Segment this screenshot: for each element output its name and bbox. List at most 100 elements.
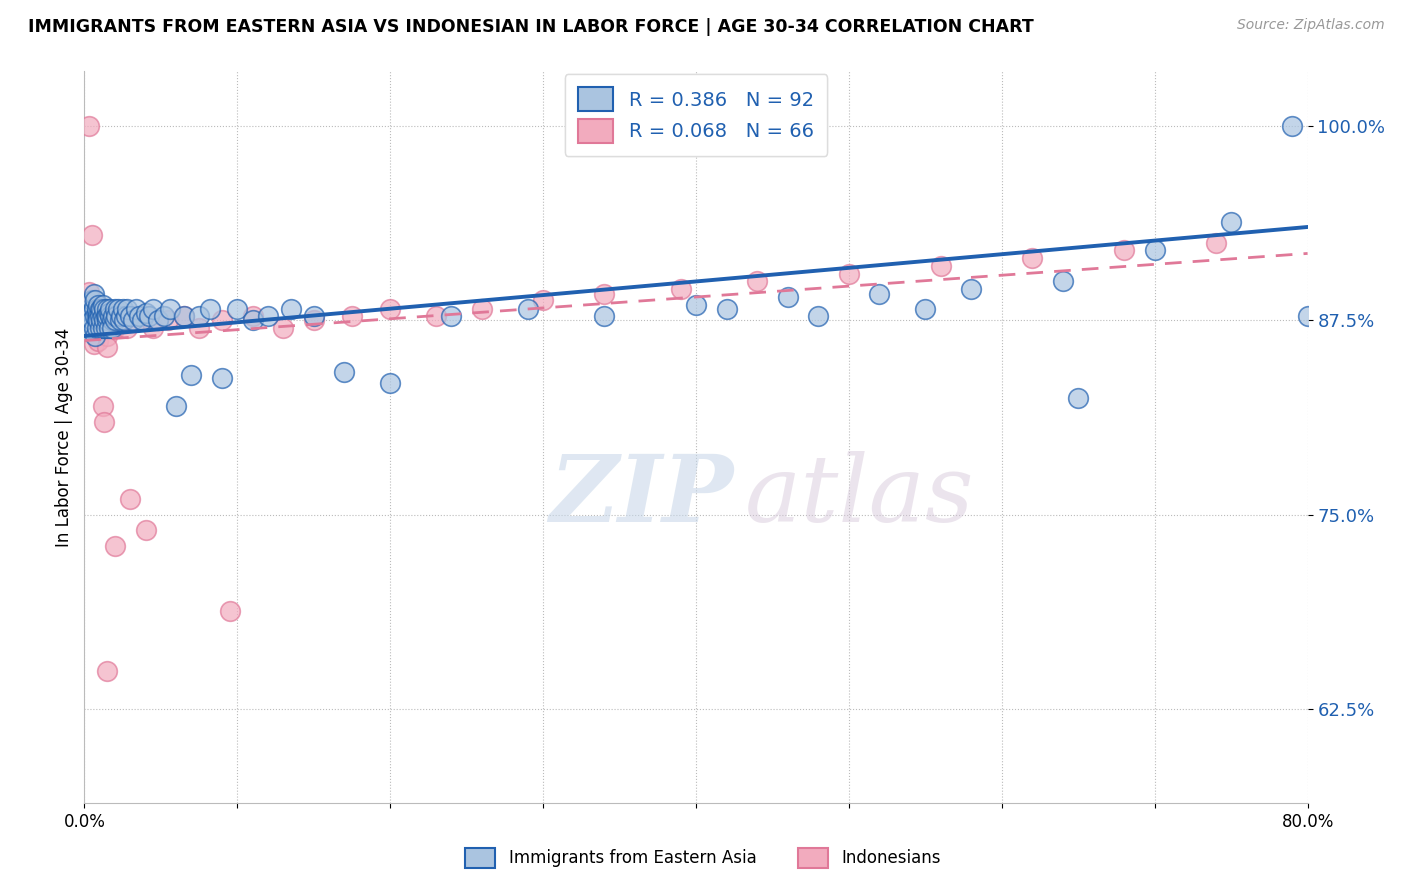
Point xyxy=(90,302,112,317)
Point xyxy=(425,309,447,323)
Point xyxy=(84,302,107,317)
Point xyxy=(87,313,110,327)
Point xyxy=(83,301,105,315)
Point xyxy=(94,321,117,335)
Point xyxy=(593,309,616,323)
Point xyxy=(94,309,117,323)
Point xyxy=(97,321,120,335)
Point xyxy=(80,305,103,319)
Point xyxy=(242,313,264,327)
Point xyxy=(107,309,129,323)
Point xyxy=(135,305,157,319)
Point xyxy=(142,321,165,335)
Point xyxy=(340,309,363,323)
Point xyxy=(685,298,707,312)
Point xyxy=(101,313,124,327)
Point xyxy=(198,302,221,317)
Point xyxy=(76,309,98,323)
Point xyxy=(104,302,127,317)
Point xyxy=(83,309,105,323)
Point xyxy=(138,309,160,323)
Point xyxy=(89,309,111,323)
Point xyxy=(1205,235,1227,250)
Point xyxy=(80,227,103,242)
Point xyxy=(98,302,121,317)
Point xyxy=(531,293,554,307)
Point xyxy=(165,399,187,413)
Point xyxy=(142,302,165,317)
Point xyxy=(929,259,952,273)
Point xyxy=(84,309,107,323)
Point xyxy=(77,309,100,323)
Point xyxy=(91,309,114,323)
Point xyxy=(83,305,105,319)
Point xyxy=(86,313,108,327)
Text: ZIP: ZIP xyxy=(550,450,734,541)
Point xyxy=(914,302,936,317)
Point xyxy=(180,368,202,382)
Point xyxy=(122,313,145,327)
Point xyxy=(77,119,100,133)
Y-axis label: In Labor Force | Age 30-34: In Labor Force | Age 30-34 xyxy=(55,327,73,547)
Point xyxy=(86,321,108,335)
Point xyxy=(131,313,153,327)
Point xyxy=(115,302,138,317)
Point xyxy=(1114,244,1136,258)
Point xyxy=(593,286,616,301)
Point xyxy=(218,604,240,618)
Point xyxy=(89,321,111,335)
Point xyxy=(1143,244,1166,258)
Point xyxy=(242,309,264,323)
Point xyxy=(173,309,195,323)
Point xyxy=(280,302,302,317)
Point xyxy=(90,309,112,323)
Point xyxy=(257,309,280,323)
Point xyxy=(89,313,111,327)
Text: atlas: atlas xyxy=(745,450,974,541)
Point xyxy=(87,309,110,323)
Point xyxy=(302,309,325,323)
Point xyxy=(110,309,132,323)
Legend: R = 0.386   N = 92, R = 0.068   N = 66: R = 0.386 N = 92, R = 0.068 N = 66 xyxy=(565,74,827,156)
Point xyxy=(97,321,120,335)
Point xyxy=(716,302,738,317)
Point xyxy=(86,313,108,327)
Point xyxy=(87,309,110,323)
Point xyxy=(96,340,118,354)
Point xyxy=(960,282,983,296)
Point xyxy=(93,309,115,323)
Point xyxy=(173,309,195,323)
Point xyxy=(101,313,124,327)
Point xyxy=(83,286,105,301)
Point xyxy=(1067,391,1090,405)
Point xyxy=(104,539,127,553)
Point xyxy=(128,309,150,323)
Point xyxy=(91,321,114,335)
Point xyxy=(104,321,127,335)
Point xyxy=(1220,215,1243,229)
Point xyxy=(333,365,356,379)
Point xyxy=(89,302,111,317)
Point xyxy=(159,302,181,317)
Point xyxy=(79,302,101,317)
Point xyxy=(380,302,402,317)
Point xyxy=(83,321,105,335)
Point xyxy=(516,302,538,317)
Point xyxy=(89,309,111,323)
Point xyxy=(76,313,98,327)
Point xyxy=(89,321,111,335)
Point xyxy=(87,298,110,312)
Point xyxy=(157,313,180,327)
Point xyxy=(103,309,125,323)
Point xyxy=(98,309,121,323)
Point xyxy=(125,302,148,317)
Point xyxy=(79,321,101,335)
Point xyxy=(86,302,108,317)
Point xyxy=(96,313,118,327)
Point xyxy=(111,313,134,327)
Point xyxy=(101,321,124,335)
Point xyxy=(93,313,115,327)
Point xyxy=(86,321,108,335)
Point xyxy=(83,336,105,351)
Point xyxy=(114,309,136,323)
